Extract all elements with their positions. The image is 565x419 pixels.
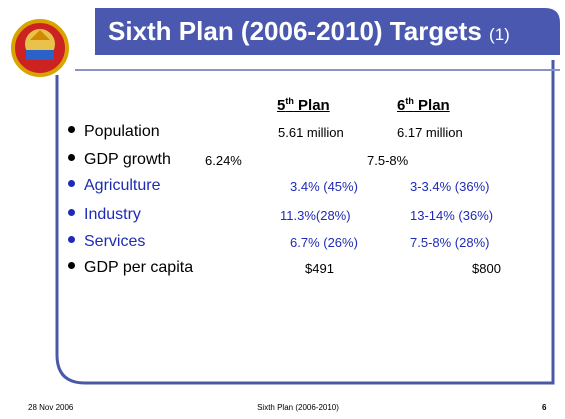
cell-value: 7.5-8% — [367, 153, 409, 168]
column-sup: th — [405, 96, 414, 106]
cell-value: 3-3.4% (36%) — [410, 179, 490, 194]
row-label: GDP per capita — [68, 259, 193, 277]
column-header: 6th Plan — [397, 96, 450, 114]
row-label: GDP growth — [68, 151, 171, 169]
frame-border — [55, 60, 555, 385]
row-label: Population — [68, 123, 160, 141]
page-number: 6 — [542, 403, 547, 412]
cell-value: 13-14% (36%) — [410, 208, 494, 223]
cell-value: 5.61 million — [278, 125, 344, 140]
column-label: Plan — [418, 97, 450, 114]
title-banner — [95, 8, 560, 55]
column-label: Plan — [298, 97, 330, 114]
title-suffix: (1) — [489, 25, 510, 44]
cell-value: 6.7% (26%) — [290, 235, 358, 250]
column-sup: th — [285, 96, 294, 106]
row-label: Industry — [68, 206, 141, 224]
slide-title: Sixth Plan (2006-2010) Targets (1) — [108, 16, 510, 47]
emblem — [11, 19, 69, 77]
column-number: 6 — [397, 97, 406, 114]
cell-value: 6.24% — [205, 153, 242, 168]
footer-date: 28 Nov 2006 — [28, 403, 74, 412]
cell-value: 7.5-8% (28%) — [410, 235, 490, 250]
footer-title: Sixth Plan (2006-2010) — [257, 403, 339, 412]
title-text: Sixth Plan (2006-2010) Targets — [108, 16, 482, 46]
cell-value: $800 — [472, 261, 501, 276]
row-label: Agriculture — [68, 177, 160, 195]
row-label: Services — [68, 233, 145, 251]
cell-value: 11.3%(28%) — [280, 208, 351, 223]
cell-value: 3.4% (45%) — [290, 179, 358, 194]
column-number: 5 — [277, 97, 286, 114]
cell-value: 6.17 million — [397, 125, 463, 140]
column-header: 5th Plan — [277, 96, 330, 114]
cell-value: $491 — [305, 261, 334, 276]
